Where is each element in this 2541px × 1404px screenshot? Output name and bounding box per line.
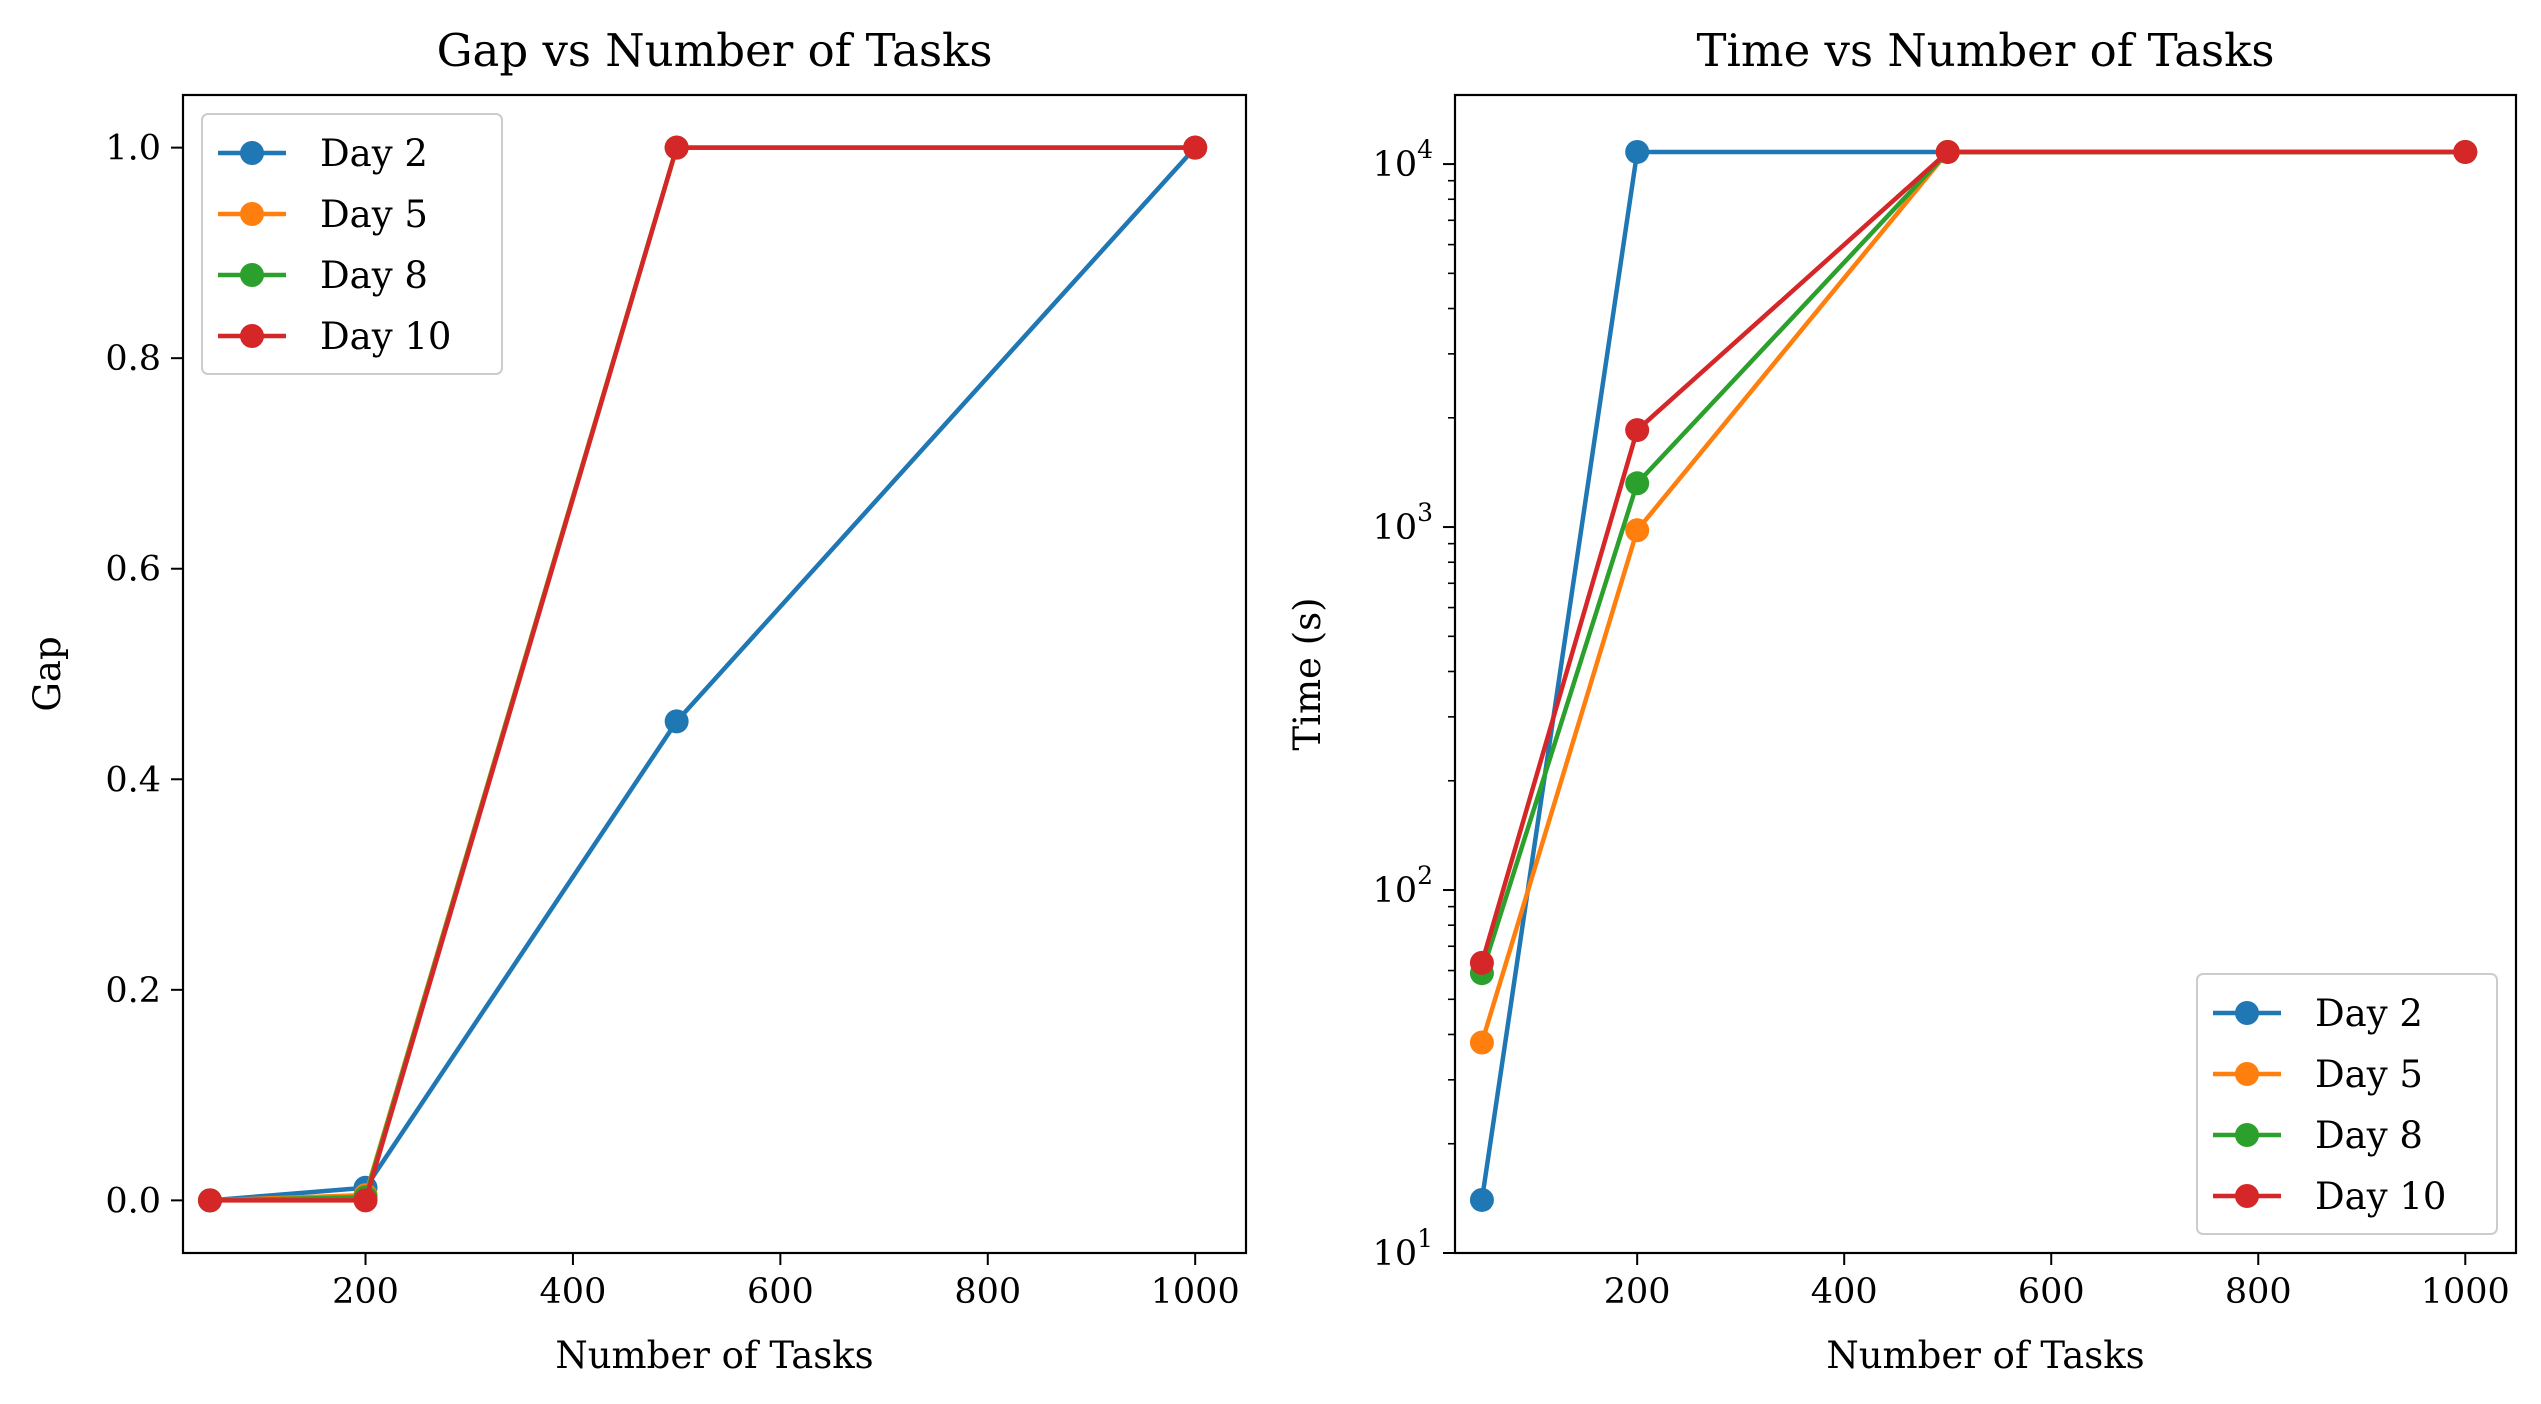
gap-chart-x-tick-label: 800 (954, 1272, 1021, 1312)
gap-chart-legend-swatch-marker-day-10 (240, 324, 264, 348)
time-chart-title: Time vs Number of Tasks (1697, 24, 2275, 77)
gap-chart-y-tick-label: 0.4 (105, 760, 161, 800)
gap-chart-series-line-day-10 (209, 145, 1196, 1203)
time-chart-data-point-day-10 (1625, 418, 1650, 443)
gap-chart-data-point-day-10 (1183, 135, 1208, 160)
time-chart-data-point-day-5 (1625, 518, 1650, 543)
time-chart-frame (1453, 93, 2518, 1255)
time-chart-x-tick-label: 600 (2018, 1272, 2085, 1312)
gap-chart-x-axis-label: Number of Tasks (555, 1334, 873, 1377)
time-chart-data-point-day-10 (2453, 139, 2478, 164)
gap-chart-x-tick-label: 200 (332, 1272, 399, 1312)
time-chart-legend-swatch-marker-day-8 (2235, 1123, 2259, 1147)
time-chart-data-point-day-10 (1935, 139, 1960, 164)
time-chart-y-tick-label: 103 (1373, 498, 1433, 548)
gap-chart-series-line-day-2 (209, 146, 1197, 1203)
gap-chart-data-point-day-10 (353, 1188, 378, 1213)
gap-chart-title: Gap vs Number of Tasks (437, 24, 993, 77)
gap-chart-legend: Day 2 Day 5 Day 8 Day 10 (201, 113, 503, 375)
gap-chart-x-tick-label: 1000 (1151, 1272, 1240, 1312)
time-chart-x-tick-label: 200 (1604, 1272, 1671, 1312)
gap-chart-legend-swatch-marker-day-2 (240, 141, 264, 165)
gap-chart-ticks: 200 400 600 800 1000 0.0 0.2 0.4 0.6 0.8 1.0 (105, 129, 1239, 1312)
gap-chart-series (197, 135, 1208, 1213)
gap-chart-data-point-day-10 (664, 135, 689, 160)
time-chart-data-point-day-2 (1469, 1187, 1494, 1212)
time-chart-x-axis-label: Number of Tasks (1826, 1334, 2144, 1377)
time-chart-legend-box (2196, 973, 2498, 1235)
time-chart-y-tick-label: 102 (1373, 861, 1433, 911)
gap-chart-y-axis-label: Gap (26, 636, 69, 711)
time-chart-legend-label-day-8: Day 8 (2315, 1114, 2423, 1157)
time-chart-legend: Day 2 Day 5 Day 8 Day 10 (2196, 973, 2498, 1235)
time-chart-legend-swatch-marker-day-5 (2235, 1062, 2259, 1086)
gap-chart-y-tick-label: 1.0 (105, 129, 161, 169)
time-chart-y-tick-label: 101 (1373, 1224, 1433, 1274)
time-chart-legend-label-day-5: Day 5 (2315, 1053, 2423, 1096)
time-chart-legend-swatch-marker-day-2 (2235, 1001, 2259, 1025)
time-chart: 200 400 600 800 1000 101 102 103 104 Time vs Num… (1286, 24, 2518, 1377)
gap-chart-legend-label-day-5: Day 5 (320, 193, 428, 236)
gap-chart-data-point-day-10 (197, 1188, 222, 1213)
time-chart-y-tick-label: 104 (1373, 135, 1433, 185)
gap-chart-y-tick-label: 0.6 (105, 550, 161, 590)
time-chart-y-axis-label: Time (s) (1286, 597, 1329, 750)
time-chart-series (1469, 139, 2478, 1212)
gap-chart-x-tick-label: 400 (540, 1272, 607, 1312)
time-chart-legend-label-day-10: Day 10 (2315, 1175, 2446, 1218)
time-chart-x-tick-label: 800 (2225, 1272, 2292, 1312)
time-chart-series-line-day-10 (1479, 149, 2466, 964)
gap-chart-legend-label-day-10: Day 10 (320, 315, 451, 358)
time-chart-legend-label-day-2: Day 2 (2315, 992, 2423, 1035)
gap-chart-data-point-day-2 (664, 709, 689, 734)
time-chart-data-point-day-10 (1469, 950, 1494, 975)
time-chart-data-point-day-2 (1625, 139, 1650, 164)
gap-chart-legend-swatch-marker-day-5 (240, 202, 264, 226)
time-chart-x-tick-label: 400 (1811, 1272, 1878, 1312)
gap-chart-y-tick-label: 0.2 (105, 971, 161, 1011)
gap-chart-frame (181, 93, 1248, 1255)
gap-chart-legend-label-day-8: Day 8 (320, 254, 428, 297)
time-chart-data-point-day-5 (1469, 1030, 1494, 1055)
gap-chart-y-tick-label: 0.0 (105, 1181, 161, 1221)
gap-chart-legend-box (201, 113, 503, 375)
time-chart-legend-swatch-marker-day-10 (2235, 1184, 2259, 1208)
gap-chart-x-tick-label: 600 (747, 1272, 814, 1312)
gap-chart-legend-swatch-marker-day-8 (240, 263, 264, 287)
gap-chart-legend-label-day-2: Day 2 (320, 132, 428, 175)
gap-chart-y-tick-label: 0.8 (105, 339, 161, 379)
time-chart-ticks: 200 400 600 800 1000 101 102 103 104 (1373, 135, 2510, 1312)
gap-chart: 200 400 600 800 1000 0.0 0.2 0.4 0.6 0.8 1.0 Gap v… (26, 24, 1248, 1377)
time-chart-x-tick-label: 1000 (2421, 1272, 2510, 1312)
time-chart-data-point-day-8 (1625, 471, 1650, 496)
